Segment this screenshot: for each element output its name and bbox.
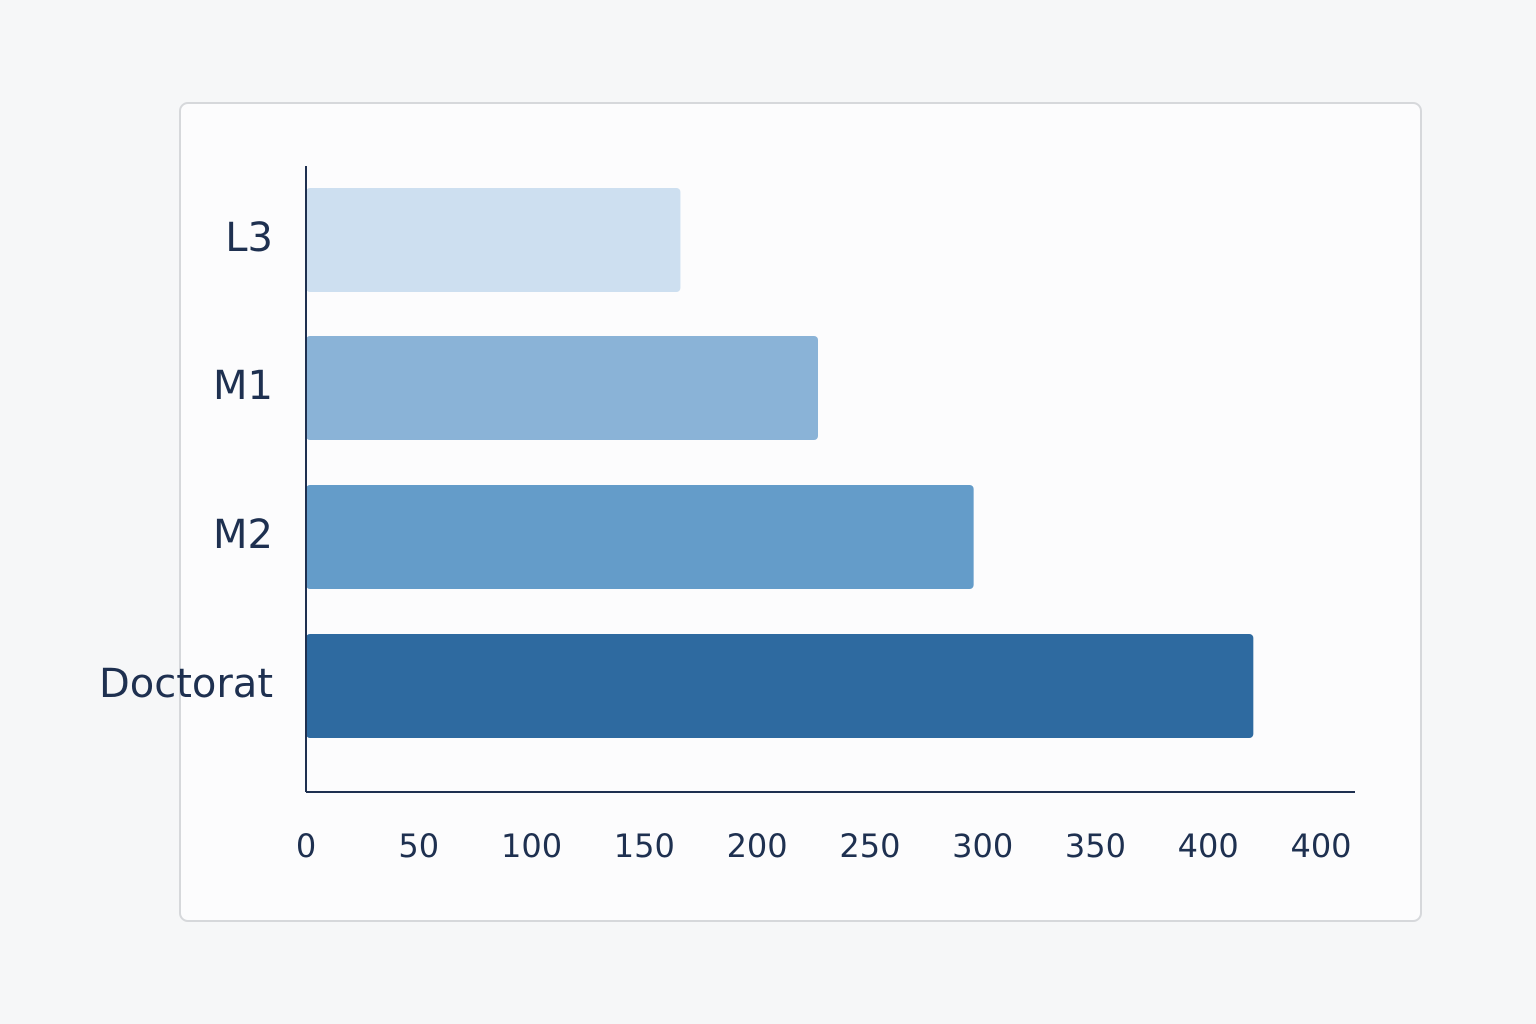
x-tick-label: 300 — [952, 827, 1013, 865]
x-tick-label: 400 — [1178, 827, 1239, 865]
x-tick-label: 350 — [1065, 827, 1126, 865]
y-tick-label: Doctorat — [99, 661, 273, 707]
y-tick-label: L3 — [225, 215, 273, 261]
x-tick-label: 200 — [727, 827, 788, 865]
bar — [306, 336, 819, 440]
x-tick-label: 150 — [614, 827, 675, 865]
y-tick-label: M1 — [213, 363, 273, 409]
y-tick-label: M2 — [213, 512, 273, 558]
x-tick-label: 100 — [501, 827, 562, 865]
x-tick-label: 250 — [839, 827, 900, 865]
bar — [306, 485, 974, 589]
x-tick-label: 50 — [398, 827, 439, 865]
bar — [306, 188, 681, 292]
bar — [306, 634, 1254, 738]
x-tick-label: 400 — [1290, 827, 1351, 865]
x-tick-label: 0 — [296, 827, 316, 865]
